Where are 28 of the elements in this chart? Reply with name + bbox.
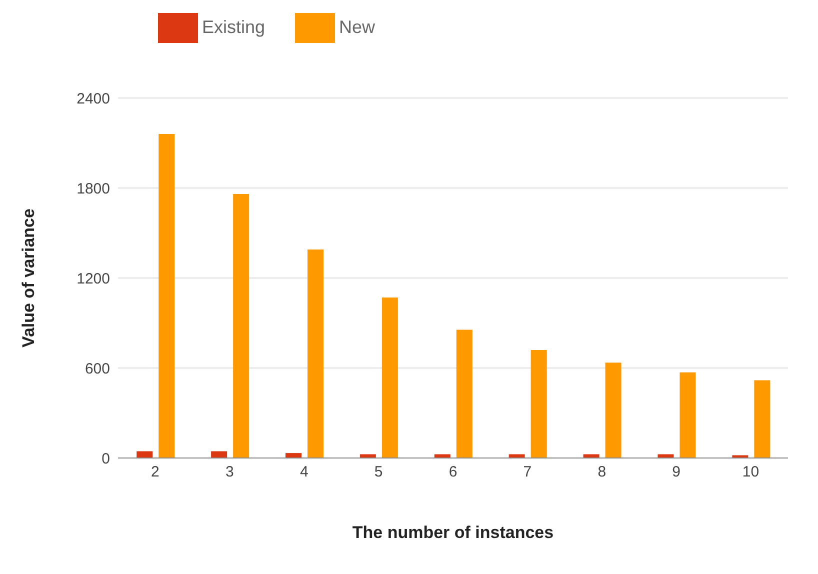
y-tick-label: 1200 (76, 270, 110, 288)
x-tick-label: 3 (225, 464, 234, 481)
bar (530, 350, 547, 458)
bar (456, 330, 472, 458)
x-axis-title: The number of instances (352, 523, 554, 542)
y-tick-label: 600 (84, 360, 110, 378)
y-axis-title: Value of variance (19, 208, 38, 348)
x-tick-label: 9 (672, 464, 681, 481)
bar (233, 194, 250, 458)
legend-label: Existing (202, 16, 266, 37)
x-tick-label: 10 (742, 464, 760, 481)
bar (382, 298, 398, 458)
bar (680, 372, 696, 458)
bar (158, 134, 175, 458)
x-tick-label: 6 (448, 464, 458, 481)
x-tick-label: 7 (523, 464, 532, 481)
x-tick-label: 5 (374, 464, 383, 481)
y-tick-label: 2400 (76, 90, 110, 108)
y-tick-label: 0 (102, 450, 110, 468)
bar (605, 362, 622, 458)
x-tick-label: 4 (300, 464, 308, 481)
bar (308, 250, 324, 458)
bar (286, 453, 302, 458)
x-tick-label: 2 (151, 464, 160, 481)
x-tick-label: 8 (598, 464, 606, 481)
y-tick-label: 1800 (76, 180, 110, 198)
legend-label: New (339, 16, 376, 37)
bar (754, 380, 770, 458)
